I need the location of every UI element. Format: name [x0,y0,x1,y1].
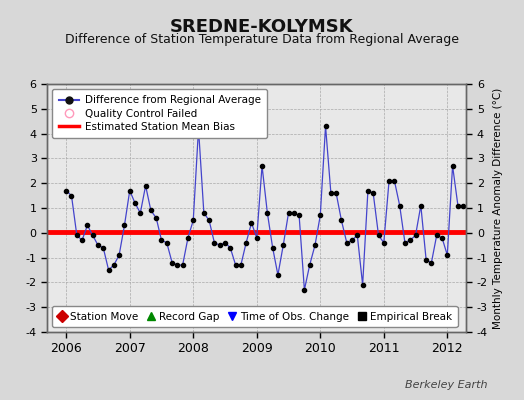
Y-axis label: Monthly Temperature Anomaly Difference (°C): Monthly Temperature Anomaly Difference (… [494,87,504,329]
Text: Berkeley Earth: Berkeley Earth [405,380,487,390]
Text: Difference of Station Temperature Data from Regional Average: Difference of Station Temperature Data f… [65,33,459,46]
Text: SREDNE-KOLYMSK: SREDNE-KOLYMSK [170,18,354,36]
Legend: Station Move, Record Gap, Time of Obs. Change, Empirical Break: Station Move, Record Gap, Time of Obs. C… [52,306,457,327]
